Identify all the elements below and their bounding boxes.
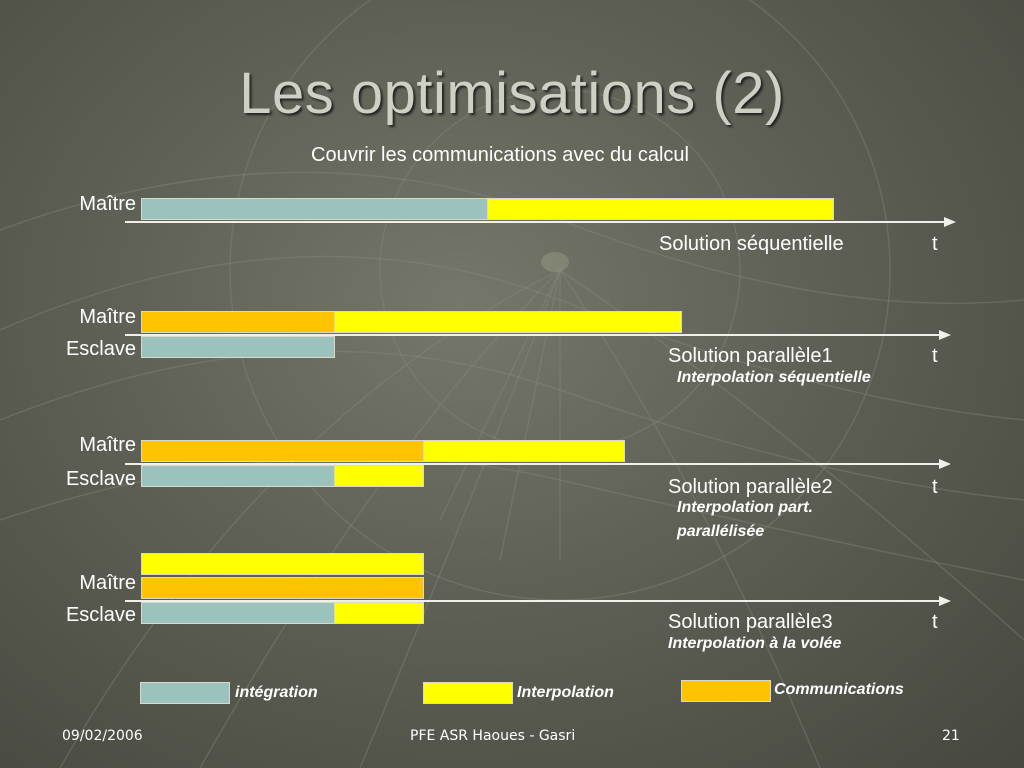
row-label-slave: Esclave: [65, 604, 136, 626]
page-number: 21: [942, 728, 960, 744]
bar-interpolation: [334, 602, 424, 624]
bar-interpolation: [487, 198, 834, 220]
bar-communications: [141, 577, 424, 599]
bar-interpolation: [141, 553, 424, 575]
time-axis-arrow-icon: [939, 459, 951, 469]
time-label: t: [932, 611, 938, 633]
time-axis: [125, 221, 945, 223]
slide-title: Les optimisations (2): [239, 61, 785, 126]
time-axis-arrow-icon: [939, 330, 951, 340]
legend-swatch-integration: [140, 682, 230, 704]
row-label-master: Maître: [79, 434, 136, 456]
scenario-note: parallélisée: [677, 523, 765, 540]
solution-label: Solution parallèle3: [668, 611, 833, 633]
row-label-slave: Esclave: [65, 468, 136, 490]
time-axis-arrow-icon: [939, 596, 951, 606]
bar-integration: [141, 602, 335, 624]
time-label: t: [932, 476, 938, 498]
legend-label-communications: Communications: [774, 681, 904, 698]
footer-date: 09/02/2006: [62, 728, 143, 744]
solution-label: Solution parallèle1: [668, 345, 833, 367]
bar-integration: [141, 465, 335, 487]
solution-label: Solution parallèle2: [668, 476, 833, 498]
scenario-note: Interpolation part.: [677, 499, 813, 516]
legend-label-integration: intégration: [235, 684, 318, 701]
slide-subtitle: Couvrir les communications avec du calcu…: [311, 144, 689, 166]
legend-swatch-communications: [681, 680, 771, 702]
bar-communications: [141, 440, 424, 462]
legend-swatch-interpolation: [423, 682, 513, 704]
bar-interpolation: [334, 311, 682, 333]
row-label-master: Maître: [79, 572, 136, 594]
bar-interpolation: [423, 440, 625, 462]
bar-interpolation: [334, 465, 424, 487]
scenario-note: Interpolation séquentielle: [677, 369, 871, 386]
solution-label: Solution séquentielle: [659, 233, 844, 255]
time-label: t: [932, 233, 938, 255]
time-axis: [125, 463, 940, 465]
footer-author: PFE ASR Haoues - Gasri: [410, 728, 576, 744]
bar-integration: [141, 336, 335, 358]
time-axis: [125, 334, 940, 336]
time-label: t: [932, 345, 938, 367]
bar-communications: [141, 311, 335, 333]
time-axis: [125, 600, 940, 602]
row-label-master: Maître: [79, 193, 136, 215]
legend-label-interpolation: Interpolation: [517, 684, 614, 701]
row-label-slave: Esclave: [65, 338, 136, 360]
row-label-master: Maître: [79, 306, 136, 328]
scenario-note: Interpolation à la volée: [668, 635, 842, 652]
bar-integration: [141, 198, 488, 220]
time-axis-arrow-icon: [944, 217, 956, 227]
